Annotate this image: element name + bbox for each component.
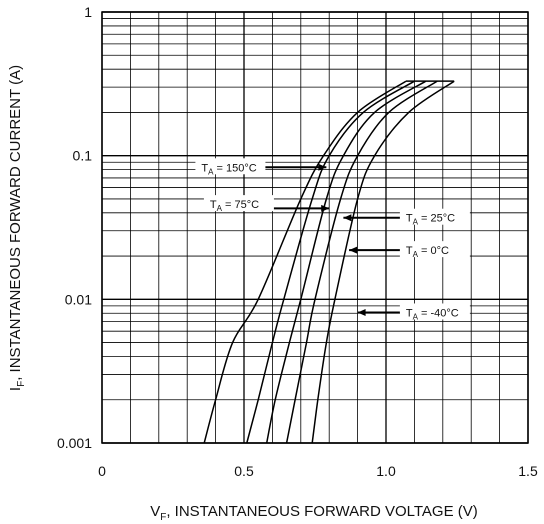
plot-frame <box>101 11 529 444</box>
x-axis-label: VF, INSTANTANEOUS FORWARD VOLTAGE (V) <box>150 503 478 523</box>
annotation-label-bg <box>399 208 470 225</box>
y-tick-label: 0.1 <box>73 148 93 164</box>
x-tick-label: 1.0 <box>376 463 396 479</box>
annotation-label: TA = 25°C <box>406 213 455 227</box>
series-line <box>285 80 438 444</box>
annotation-label-bg <box>399 303 470 320</box>
series-line <box>246 80 415 444</box>
series-line <box>265 80 427 444</box>
annotation-label: TA = 75°C <box>210 199 259 213</box>
x-tick-label: 0.5 <box>234 463 254 479</box>
tick-labels: 0 0.5 1.0 1.5 0.001 0.01 0.1 1 <box>57 4 538 479</box>
y-tick-label: 0.001 <box>57 435 92 451</box>
y-axis-label: IF, INSTANTANEOUS FORWARD CURRENT (A) <box>7 65 27 391</box>
curves <box>203 80 455 444</box>
annotation-label-bg <box>195 158 266 175</box>
annotation-arrowhead <box>357 308 366 316</box>
annotations: TA = 150°C TA = 75°C TA = 25°C TA = 0°C TA =… <box>195 158 470 321</box>
grid <box>101 11 529 444</box>
y-tick-label: 0.01 <box>65 291 92 307</box>
y-tick-label: 1 <box>84 4 92 20</box>
series-line <box>203 80 407 444</box>
annotation-label-bg <box>203 195 274 212</box>
annotation-label-bg <box>399 241 470 258</box>
annotation-label: TA = 150°C <box>201 162 256 176</box>
annotation-arrowhead <box>343 214 352 222</box>
series-line <box>311 80 455 444</box>
annotation-arrowhead <box>318 163 327 171</box>
x-tick-label: 1.5 <box>518 463 538 479</box>
annotation-label: TA = 0°C <box>406 245 449 259</box>
annotation-label: TA = -40°C <box>406 307 459 321</box>
x-tick-label: 0 <box>98 463 106 479</box>
annotation-arrowhead <box>349 246 358 254</box>
annotation-arrowhead <box>321 204 330 212</box>
